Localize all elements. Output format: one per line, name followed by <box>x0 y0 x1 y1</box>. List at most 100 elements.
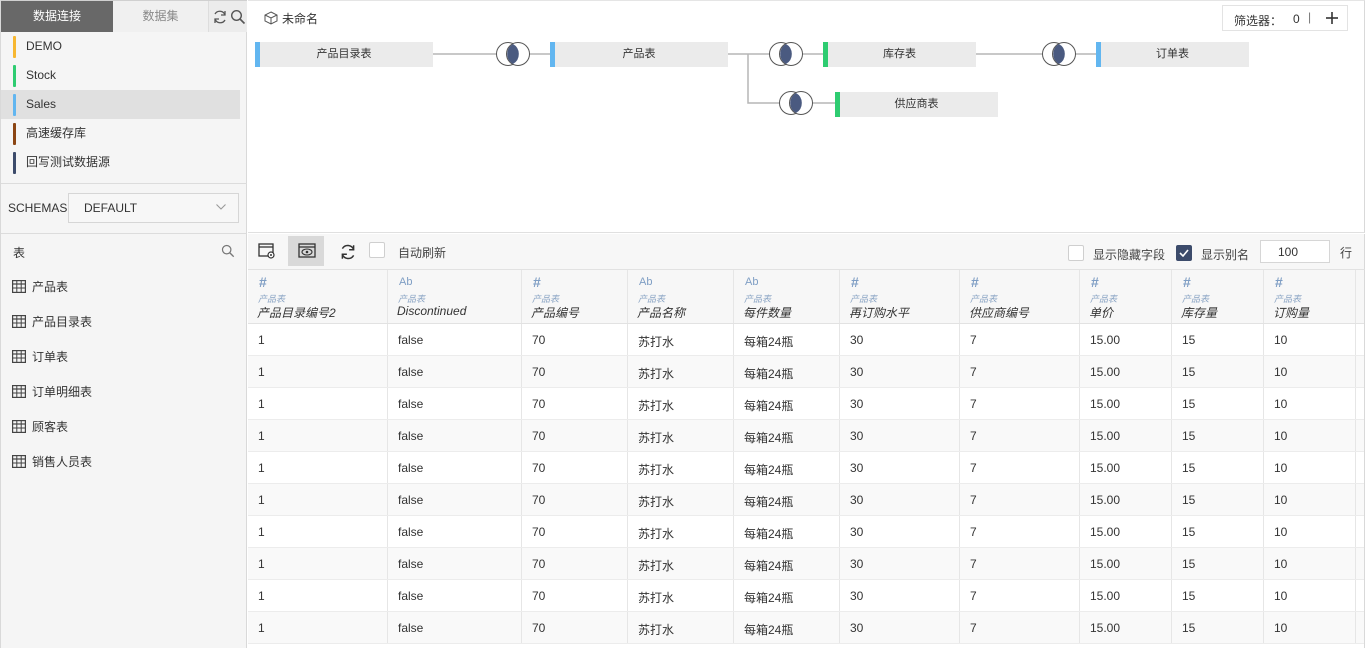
add-filter-icon[interactable] <box>1325 11 1339 25</box>
table-cell: 10 <box>1264 612 1356 643</box>
inner-join-icon[interactable] <box>494 41 532 67</box>
datasource-item[interactable]: 高速缓存库 <box>1 119 247 148</box>
cell-value: 每箱24瓶 <box>744 335 794 349</box>
table-cell: 7 <box>960 612 1080 643</box>
cell-value: 7 <box>970 461 977 475</box>
show-hidden-checkbox[interactable] <box>1068 245 1084 261</box>
datasource-item[interactable]: Sales <box>1 90 240 119</box>
cell-value: false <box>398 621 424 635</box>
table-row: 1 false 70 苏打水 每箱24瓶 30 7 15.00 15 10 <box>248 484 1364 516</box>
column-header[interactable]: # 产品表 产品编号 <box>522 270 628 323</box>
relation-canvas[interactable]: 未命名 筛选器： 0 | 产品目录表 产品表 库存表 订单表 供应商表 <box>248 0 1365 233</box>
table-cell: 7 <box>960 548 1080 579</box>
table-cell: 1 <box>248 452 388 483</box>
cell-value: 70 <box>532 333 546 347</box>
show-alias-checkbox[interactable] <box>1176 245 1192 261</box>
node-label: 产品目录表 <box>316 48 372 60</box>
table-cell: 15.00 <box>1080 324 1172 355</box>
numeric-type-icon: # <box>1183 274 1191 290</box>
schema-select[interactable]: DEFAULT <box>68 193 239 223</box>
cell-value: 10 <box>1274 333 1288 347</box>
text-type-icon: Ab <box>745 276 759 288</box>
table-cell: 苏打水 <box>628 516 734 547</box>
settings-button[interactable] <box>248 236 284 266</box>
left-sidebar: 数据连接 数据集 DEMO Stock Sales 高速缓存库 回写测试数据源 SCHE… <box>0 0 247 648</box>
table-list-item[interactable]: 产品表 <box>1 270 247 305</box>
column-source-table: 产品表 <box>532 294 560 304</box>
cell-value: 每箱24瓶 <box>744 431 794 445</box>
tab-dataset[interactable]: 数据集 <box>113 1 209 32</box>
table-search-icon[interactable] <box>221 244 235 258</box>
table-list-item[interactable]: 产品目录表 <box>1 305 247 340</box>
cell-value: 15 <box>1182 461 1196 475</box>
cell-value: 30 <box>850 557 864 571</box>
auto-refresh-checkbox[interactable] <box>369 242 385 258</box>
cell-value: false <box>398 493 424 507</box>
table-icon <box>12 315 26 328</box>
column-name: 产品名称 <box>637 306 686 320</box>
datasource-item[interactable]: 回写测试数据源 <box>1 148 247 177</box>
column-header[interactable]: # 产品表 库存量 <box>1172 270 1264 323</box>
filter-separator: | <box>1308 10 1312 24</box>
datasource-color-bar <box>13 65 16 87</box>
refresh-preview-button[interactable] <box>329 236 365 266</box>
cell-value: 每箱24瓶 <box>744 463 794 477</box>
table-icon <box>12 280 26 293</box>
cell-value: 15.00 <box>1090 365 1121 379</box>
column-header[interactable]: Ab 产品表 产品名称 <box>628 270 734 323</box>
datasource-item[interactable]: DEMO <box>1 32 247 61</box>
auto-refresh-label: 自动刷新 <box>398 246 447 260</box>
column-header[interactable]: # 产品表 单价 <box>1080 270 1172 323</box>
table-cell: 苏打水 <box>628 452 734 483</box>
table-cell: 15.00 <box>1080 580 1172 611</box>
table-cell: 7 <box>960 388 1080 419</box>
table-cell: 30 <box>840 356 960 387</box>
column-header[interactable]: # 产品表 产品目录编号2 <box>248 270 388 323</box>
table-list-item[interactable]: 订单表 <box>1 340 247 375</box>
cell-value: 30 <box>850 621 864 635</box>
datasource-item[interactable]: Stock <box>1 61 247 90</box>
preview-eye-icon <box>298 243 316 258</box>
table-node-order[interactable]: 订单表 <box>1096 42 1249 67</box>
table-node-catalog[interactable]: 产品目录表 <box>255 42 433 67</box>
table-cell: 7 <box>960 484 1080 515</box>
tab-data-connection[interactable]: 数据连接 <box>1 1 113 32</box>
column-name: 单价 <box>1089 306 1114 320</box>
numeric-type-icon: # <box>971 274 979 290</box>
chevron-down-icon <box>216 204 226 210</box>
table-cell: 10 <box>1264 516 1356 547</box>
table-list-item[interactable]: 订单明细表 <box>1 375 247 410</box>
search-icon[interactable] <box>230 9 246 25</box>
table-cell: 1 <box>248 356 388 387</box>
table-node-inventory[interactable]: 库存表 <box>823 42 976 67</box>
inner-join-icon[interactable] <box>767 41 805 67</box>
datasource-color-bar <box>13 36 16 58</box>
column-header[interactable]: # 产品表 供应商编号 <box>960 270 1080 323</box>
cell-value: 1 <box>258 333 265 347</box>
cell-value: 1 <box>258 397 265 411</box>
table-list-item[interactable]: 顾客表 <box>1 410 247 445</box>
row-limit-input[interactable] <box>1260 240 1330 263</box>
inner-join-icon[interactable] <box>777 90 815 116</box>
column-name: 再订购水平 <box>849 306 910 320</box>
column-header[interactable]: # 产品表 订购量 <box>1264 270 1356 323</box>
column-header[interactable]: # 产品表 再订购水平 <box>840 270 960 323</box>
node-label: 供应商表 <box>894 98 939 110</box>
cell-value: 10 <box>1274 397 1288 411</box>
table-node-product[interactable]: 产品表 <box>550 42 728 67</box>
table-cell: 15 <box>1172 388 1264 419</box>
table-list-item[interactable]: 销售人员表 <box>1 445 247 480</box>
table-cell: 15 <box>1172 356 1264 387</box>
column-header[interactable]: Ab 产品表 每件数量 <box>734 270 840 323</box>
cell-value: 70 <box>532 557 546 571</box>
cell-value: 10 <box>1274 621 1288 635</box>
table-cell: 苏打水 <box>628 548 734 579</box>
column-header[interactable]: Ab 产品表 Discontinued <box>388 270 522 323</box>
table-list-label: 订单明细表 <box>32 385 93 399</box>
table-node-supplier[interactable]: 供应商表 <box>835 92 998 117</box>
table-cell: 30 <box>840 324 960 355</box>
inner-join-icon[interactable] <box>1040 41 1078 67</box>
table-cell: 1 <box>248 484 388 515</box>
preview-button[interactable] <box>288 236 324 266</box>
refresh-icon[interactable] <box>212 9 228 25</box>
